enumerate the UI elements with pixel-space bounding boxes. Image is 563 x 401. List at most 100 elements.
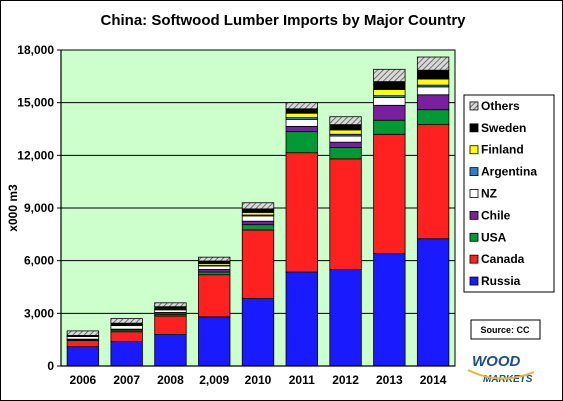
bar-segment-finland-5	[285, 112, 318, 118]
legend-label-others: Others	[481, 99, 520, 113]
legend-swatch-finland	[469, 145, 479, 155]
bar-segment-canada-4	[241, 229, 275, 299]
x-tick-label: 2011	[289, 373, 315, 387]
bar-segment-russia-7	[373, 253, 406, 367]
bar-segment-russia-6	[329, 269, 362, 367]
y-tick-label: 6,000	[24, 254, 54, 268]
legend: Others Sweden Finland Argentina NZ Chile USA Ca…	[463, 94, 555, 293]
bars	[66, 56, 450, 367]
bar-segment-chile-4	[241, 220, 275, 226]
bar-segment-russia-3	[198, 316, 231, 367]
x-tick-label: 2007	[113, 373, 140, 387]
bar-segment-others-1	[110, 318, 143, 324]
bar-segment-nz-1	[110, 325, 143, 330]
source-label: Source: CC	[480, 325, 530, 335]
bar-segment-russia-2	[154, 333, 187, 367]
bar-segment-sweden-7	[373, 81, 406, 90]
axes: 0 3,000 6,000 9,000 12,000 15,000 18,000 2006 20…	[17, 43, 455, 387]
logo-line-1: WOOD	[472, 353, 520, 370]
bar-segment-nz-7	[373, 97, 406, 106]
legend-swatch-usa	[469, 232, 479, 242]
legend-box	[463, 94, 555, 293]
legend-label-usa: USA	[481, 230, 507, 244]
x-tick-label: 2013	[376, 373, 403, 387]
y-tick-label: 0	[47, 359, 54, 373]
x-tick-label: 2,009	[199, 373, 229, 387]
x-tick-label: 2010	[245, 373, 272, 387]
bar-segment-sweden-5	[285, 108, 318, 114]
y-axis-label: x000 m3	[6, 184, 20, 232]
wood-markets-logo: WOOD MARKETS	[467, 353, 535, 385]
bar-segment-nz-6	[329, 135, 362, 143]
x-tick-label: 2008	[157, 373, 184, 387]
bar-segment-russia-1	[110, 341, 143, 367]
bar-segment-sweden-4	[241, 208, 275, 213]
bar-segment-russia-4	[241, 298, 275, 367]
logo-swoosh-icon	[467, 369, 535, 380]
bar-segment-usa-5	[285, 131, 318, 154]
legend-label-nz: NZ	[481, 187, 497, 201]
legend-swatch-sweden	[469, 123, 479, 133]
legend-label-finland: Finland	[481, 143, 524, 157]
bar-segment-canada-6	[329, 158, 362, 270]
bar-segment-finland-7	[373, 89, 406, 97]
chart-title: China: Softwood Lumber Imports by Major …	[101, 12, 467, 29]
bar-segment-nz-3	[198, 265, 231, 270]
legend-swatch-others	[469, 101, 479, 111]
y-tick-label: 15,000	[17, 96, 54, 110]
bar-segment-sweden-8	[416, 69, 450, 80]
bar-segment-others-7	[373, 68, 406, 83]
bar-segment-others-0	[66, 330, 100, 336]
bar-segment-canada-1	[110, 331, 143, 342]
bar-segment-sweden-6	[329, 124, 362, 131]
bar-segment-canada-0	[66, 340, 100, 348]
legend-swatch-canada	[469, 254, 479, 264]
bar-segment-canada-7	[373, 133, 406, 255]
bar-segment-nz-4	[241, 215, 275, 222]
bar-segment-chile-7	[373, 104, 406, 121]
legend-label-canada: Canada	[481, 252, 525, 266]
bar-segment-chile-6	[329, 141, 362, 148]
y-tick-label: 9,000	[24, 201, 54, 215]
bar-segment-chile-5	[285, 125, 318, 133]
y-tick-label: 18,000	[17, 43, 54, 57]
legend-swatch-nz	[469, 189, 479, 198]
bar-segment-usa-7	[373, 119, 406, 135]
bar-segment-others-4	[241, 202, 275, 210]
legend-label-chile: Chile	[481, 208, 511, 222]
x-tick-label: 2014	[420, 373, 447, 387]
bar-segment-russia-8	[416, 238, 450, 367]
bar-segment-others-8	[416, 56, 450, 71]
legend-label-argentina: Argentina	[481, 165, 537, 179]
bar-segment-canada-3	[198, 274, 231, 318]
x-tick-label: 2006	[70, 373, 97, 387]
bar-segment-canada-8	[416, 124, 450, 240]
bar-segment-usa-4	[241, 224, 275, 231]
bar-segment-canada-5	[285, 152, 318, 273]
bar-segment-canada-2	[154, 315, 187, 335]
bar-segment-finland-6	[329, 129, 362, 135]
legend-swatch-russia	[469, 276, 479, 286]
bar-segment-chile-8	[416, 94, 450, 111]
logo-line-2: MARKETS	[483, 374, 533, 385]
source-box: Source: CC	[470, 319, 541, 340]
bar-segment-others-3	[198, 256, 231, 262]
bar-segment-others-5	[285, 102, 318, 110]
bar-segment-nz-5	[285, 118, 318, 127]
y-tick-label: 12,000	[17, 148, 54, 162]
bar-segment-usa-6	[329, 147, 362, 160]
bar-segment-russia-5	[285, 271, 318, 367]
legend-label-sweden: Sweden	[481, 121, 526, 135]
bar-segment-usa-8	[416, 109, 450, 126]
bar-segment-nz-8	[416, 86, 450, 96]
bar-segment-finland-8	[416, 78, 450, 86]
bar-segment-others-2	[154, 302, 187, 308]
x-tick-label: 2012	[332, 373, 359, 387]
legend-swatch-chile	[469, 210, 479, 220]
bar-segment-russia-0	[66, 346, 100, 367]
bar-segment-others-6	[329, 116, 362, 126]
legend-label-russia: Russia	[481, 274, 521, 288]
legend-swatch-argentina	[469, 167, 479, 177]
